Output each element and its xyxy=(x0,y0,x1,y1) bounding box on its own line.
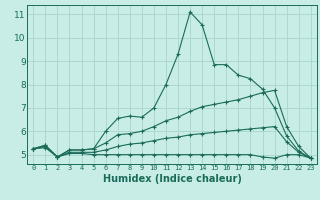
X-axis label: Humidex (Indice chaleur): Humidex (Indice chaleur) xyxy=(103,174,241,184)
